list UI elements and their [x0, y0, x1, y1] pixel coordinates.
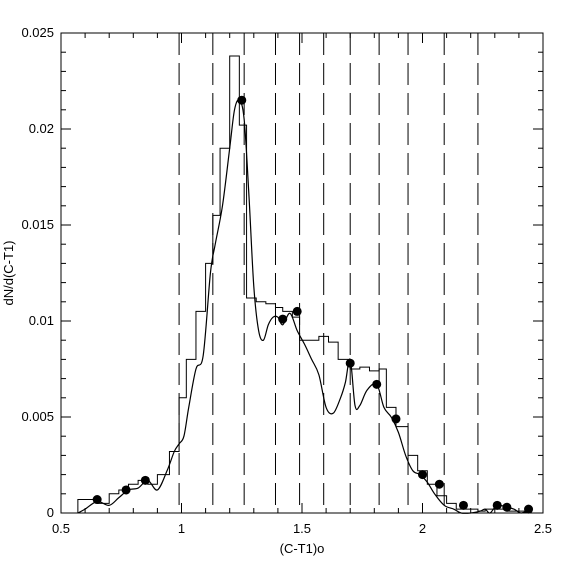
- data-point: [292, 306, 302, 316]
- y-tick-labels: 0 0.005 0.01 0.015 0.02 0.025: [21, 25, 54, 520]
- x-tick-labels: 0.5 1 1.5 2 2.5: [52, 521, 552, 536]
- plot-frame: [60, 32, 544, 514]
- data-point: [237, 95, 247, 105]
- data-point: [92, 495, 102, 505]
- y-tick-label: 0: [47, 505, 54, 520]
- data-point: [140, 475, 150, 485]
- data-point: [418, 470, 427, 480]
- marker-series: [92, 95, 534, 514]
- y-tick-label: 0.015: [21, 217, 54, 232]
- histogram-series: [77, 55, 532, 513]
- y-tick-label: 0.025: [21, 25, 54, 40]
- x-tick-label: 2: [419, 521, 426, 536]
- x-tick-label: 2.5: [534, 521, 552, 536]
- data-point: [434, 479, 444, 489]
- smooth-curve-series: [77, 99, 532, 514]
- data-point: [278, 314, 288, 324]
- x-axis-label: (C-T1)o: [280, 541, 325, 556]
- vertical-dashed-lines: [178, 33, 479, 513]
- data-point: [502, 502, 512, 512]
- data-point: [458, 500, 468, 510]
- x-tick-label: 0.5: [52, 521, 70, 536]
- data-point: [492, 500, 502, 510]
- axis-ticks: [60, 32, 544, 514]
- data-point: [391, 414, 401, 424]
- histogram-outline: [77, 55, 532, 513]
- y-axis-label: dN/d(C-T1): [1, 240, 16, 305]
- y-tick-label: 0.01: [29, 313, 54, 328]
- y-tick-label: 0.02: [29, 121, 54, 136]
- data-point: [345, 358, 355, 368]
- x-tick-label: 1: [178, 521, 185, 536]
- data-point: [121, 485, 131, 495]
- data-point: [372, 379, 382, 389]
- y-tick-label: 0.005: [21, 409, 54, 424]
- smooth-curve: [77, 99, 532, 514]
- data-point: [524, 504, 534, 514]
- x-tick-label: 1.5: [293, 521, 311, 536]
